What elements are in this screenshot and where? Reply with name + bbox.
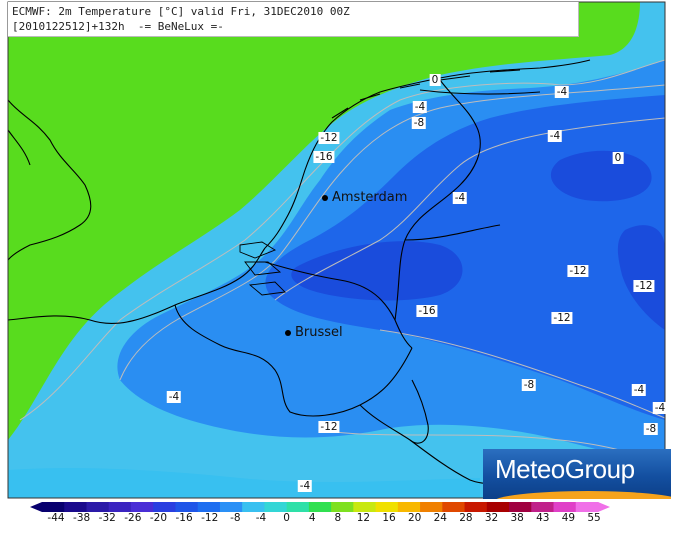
- colorbar-swatch: [420, 502, 443, 512]
- colorbar-tick-label: 0: [283, 512, 290, 524]
- colorbar-swatch: [509, 502, 532, 512]
- colorbar: [30, 502, 610, 512]
- colorbar-swatch: [486, 502, 510, 512]
- colorbar-swatch: [175, 502, 199, 512]
- colorbar-tick-label: -20: [149, 512, 168, 524]
- colorbar-swatch: [464, 502, 488, 512]
- colorbar-arrow-right: [598, 502, 610, 512]
- colorbar-tick-label: -12: [201, 512, 219, 524]
- colorbar-swatch: [331, 502, 354, 512]
- colorbar-tick-label: -44: [47, 512, 65, 524]
- contour-label: -8: [521, 379, 537, 391]
- colorbar-swatch: [308, 502, 332, 512]
- colorbar-tick-label: 28: [459, 512, 473, 524]
- logo-swoosh: [493, 491, 671, 499]
- contour-label: -4: [452, 192, 468, 204]
- colorbar-tick-label: -8: [230, 512, 241, 524]
- contour-label: -4: [166, 391, 182, 403]
- contour-label: -4: [547, 130, 563, 142]
- contour-label: -4: [412, 101, 428, 113]
- colorbar-swatch: [219, 502, 243, 512]
- colorbar-tick-label: 8: [334, 512, 342, 524]
- colorbar-tick-label: 24: [433, 512, 447, 524]
- colorbar-swatch: [575, 502, 599, 512]
- contour-label: -12: [551, 312, 573, 324]
- meteogroup-logo: MeteoGroup: [483, 449, 671, 499]
- colorbar-tick-label: 43: [536, 512, 550, 524]
- map-header: ECMWF: 2m Temperature [°C] valid Fri, 31…: [8, 2, 579, 37]
- colorbar-tick-label: 38: [510, 512, 524, 524]
- colorbar-tick-label: -32: [98, 512, 116, 524]
- colorbar-swatch: [108, 502, 132, 512]
- colorbar-swatch: [353, 502, 377, 512]
- contour-label: -4: [631, 384, 647, 396]
- colorbar-swatch: [153, 502, 176, 512]
- city-label: Brussel: [295, 325, 343, 340]
- delta-coast: [239, 241, 286, 296]
- colorbar-tick-label: 12: [356, 512, 371, 524]
- colorbar-swatch: [286, 502, 310, 512]
- colorbar-tick-label: 32: [484, 512, 499, 524]
- band-minus16-southeast: [617, 225, 665, 330]
- colorbar-tick-label: 16: [382, 512, 396, 524]
- contour-label: 0: [612, 152, 624, 164]
- colorbar-swatch: [42, 502, 65, 512]
- colorbar-swatch: [442, 502, 466, 512]
- band-minus16-east: [550, 150, 652, 202]
- city-amsterdam: Amsterdam: [322, 190, 407, 205]
- colorbar-swatch: [531, 502, 555, 512]
- contour-label: -8: [411, 117, 427, 129]
- colorbar-swatch: [86, 502, 110, 512]
- colorbar-swatch: [242, 502, 265, 512]
- colorbar-swatch: [130, 502, 154, 512]
- colorbar-swatch: [197, 502, 221, 512]
- colorbar-swatch: [397, 502, 421, 512]
- colorbar-tick-label: -38: [73, 512, 91, 524]
- header-subtitle: [2010122512]+132h -= BeNeLux =-: [12, 20, 224, 33]
- contour-label: -8: [643, 423, 659, 435]
- city-label: Amsterdam: [332, 190, 408, 205]
- city-brussel: Brussel: [285, 325, 343, 340]
- coastlines-borders: [8, 59, 591, 485]
- contour-label: -4: [652, 402, 668, 414]
- contour-label: -16: [313, 151, 335, 163]
- contour-label: -12: [567, 265, 589, 277]
- contour-label: -12: [318, 132, 340, 144]
- contour-label: -16: [416, 305, 438, 317]
- colorbar-swatch: [375, 502, 399, 512]
- colorbar-tick-label: -4: [255, 512, 267, 524]
- city-dot-icon: [322, 194, 328, 201]
- colorbar-tick-label: -26: [124, 512, 142, 524]
- city-dot-icon: [285, 329, 291, 336]
- colorbar-swatch: [553, 502, 577, 512]
- contour-label: -12: [633, 280, 655, 292]
- band-zero-south: [8, 467, 480, 498]
- colorbar-swatch: [264, 502, 288, 512]
- contour-label: -4: [297, 480, 313, 492]
- contour-label: -12: [318, 421, 340, 433]
- colorbar-tick-label: 55: [587, 512, 601, 524]
- logo-text: MeteoGroup: [495, 454, 635, 484]
- header-title: ECMWF: 2m Temperature [°C] valid Fri, 31…: [12, 5, 350, 18]
- colorbar-tick-label: 20: [407, 512, 422, 524]
- contour-label: 0: [429, 74, 441, 86]
- contour-label: -4: [554, 86, 570, 98]
- colorbar-swatch: [64, 502, 87, 512]
- colorbar-tick-label: 4: [308, 512, 316, 524]
- band-minus16-center: [291, 241, 463, 301]
- colorbar-tick-label: -16: [175, 512, 193, 524]
- colorbar-arrow-left: [30, 502, 42, 512]
- colorbar-tick-label: 49: [561, 512, 576, 524]
